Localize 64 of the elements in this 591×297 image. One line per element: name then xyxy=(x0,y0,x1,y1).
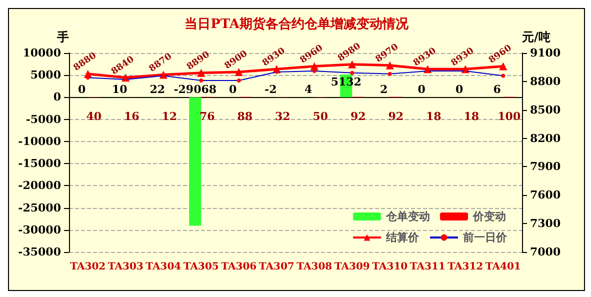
y-tick-label: 5000 xyxy=(30,68,62,82)
y-axis-title: 手 xyxy=(56,30,69,44)
x-tick-label: TA308 xyxy=(296,262,332,272)
y-tick-label: -5000 xyxy=(26,112,62,126)
y-tick-label: -20000 xyxy=(18,179,62,192)
data-label: 22 xyxy=(150,83,166,96)
legend-label: 价变动 xyxy=(472,210,506,223)
data-label: 88 xyxy=(237,110,253,124)
y2-tick-label: 7300 xyxy=(530,217,561,230)
data-label: 0 xyxy=(78,83,86,96)
point xyxy=(386,61,394,70)
data-label: 100 xyxy=(498,110,521,124)
y2-tick-label: 7900 xyxy=(530,160,561,174)
legend-label: 仓单变动 xyxy=(385,210,430,223)
y2-tick-label: 8200 xyxy=(530,132,561,145)
data-label: 32 xyxy=(274,110,290,124)
legend-label: 前一日价 xyxy=(462,231,508,244)
data-label: -2 xyxy=(264,83,277,96)
data-label: 50 xyxy=(312,110,328,124)
data-label: 16 xyxy=(124,110,140,124)
data-label: 10 xyxy=(112,83,128,96)
y-tick-label: 0 xyxy=(53,90,62,104)
y-tick-label: -15000 xyxy=(18,157,62,170)
y2-tick-label: 7000 xyxy=(530,246,561,258)
y2-tick-label: 7600 xyxy=(530,188,561,202)
data-label: 92 xyxy=(350,110,366,124)
y2-tick-label: 9100 xyxy=(530,46,561,60)
data-label: 0 xyxy=(418,83,426,96)
x-tick-label: TA306 xyxy=(221,262,257,272)
x-tick-label: TA304 xyxy=(146,262,182,272)
x-tick-label: TA302 xyxy=(70,262,106,272)
y-tick-label: -10000 xyxy=(18,134,62,148)
data-label: 18 xyxy=(464,110,480,124)
data-label: 4 xyxy=(304,83,313,96)
legend-label: 结算价 xyxy=(385,231,420,244)
data-label: 0 xyxy=(456,83,464,96)
y2-tick-label: 8500 xyxy=(530,103,561,116)
y-tick-label: -30000 xyxy=(18,223,62,236)
y-tick-label: -35000 xyxy=(18,246,62,258)
y-tick-label: 10000 xyxy=(22,46,62,60)
point xyxy=(348,60,356,68)
y-tick-label: -25000 xyxy=(18,201,62,214)
x-tick-label: TA305 xyxy=(183,262,219,272)
y2-axis-title: 元/吨 xyxy=(521,30,550,44)
x-tick-label: TA303 xyxy=(108,262,144,272)
data-label: 18 xyxy=(426,110,442,124)
data-label: 12 xyxy=(162,110,178,124)
data-label: 2 xyxy=(380,83,388,96)
x-tick-label: TA401 xyxy=(485,262,521,272)
y2-tick-label: 8800 xyxy=(530,74,561,88)
data-label: 0 xyxy=(229,83,238,96)
point xyxy=(197,68,206,77)
chart-title: 当日PTA期货各合约仓单增减变动情况 xyxy=(184,16,410,32)
data-label: 92 xyxy=(388,110,404,124)
x-tick-label: TA311 xyxy=(410,262,446,272)
x-tick-label: TA307 xyxy=(258,262,294,272)
x-tick-label: TA309 xyxy=(334,262,370,272)
data-label: 40 xyxy=(86,110,102,124)
x-tick-label: TA310 xyxy=(372,262,408,272)
data-label: -29068 xyxy=(174,83,217,96)
bar xyxy=(189,97,202,226)
point xyxy=(499,62,508,70)
data-label: 6 xyxy=(493,83,502,96)
x-tick-label: TA312 xyxy=(448,262,484,272)
